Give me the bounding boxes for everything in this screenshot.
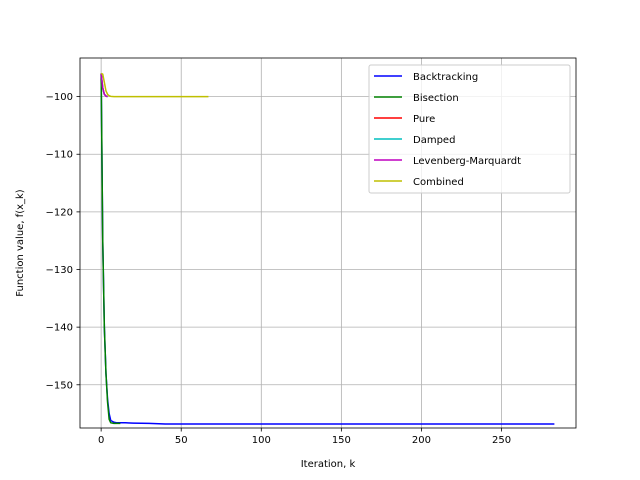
series-line-bisection	[100, 73, 121, 425]
y-tick-label: −110	[46, 150, 73, 161]
y-axis-label: Function value, f(x_k)	[15, 189, 26, 297]
legend-box	[368, 64, 571, 194]
x-tick-label: 0	[98, 435, 104, 446]
legend-entry-label: Backtracking	[413, 72, 478, 83]
series-lines	[100, 72, 555, 425]
x-tick-label: 200	[412, 435, 431, 446]
x-tick-label: 150	[332, 435, 351, 446]
legend-entry-label: Combined	[413, 177, 464, 188]
x-axis-label: Iteration, k	[301, 459, 356, 470]
y-tick-label: −120	[46, 207, 73, 218]
legend-entry-label: Pure	[413, 114, 435, 125]
y-tick-label: −150	[46, 380, 73, 391]
legend-entry-label: Levenberg-Marquardt	[413, 156, 521, 167]
x-tick-label: 50	[175, 435, 188, 446]
legend: Backtracking Bisection Pure Damped Levenberg…	[368, 64, 571, 194]
legend-entry-label: Damped	[413, 135, 455, 146]
series-line-combined	[100, 72, 209, 98]
series-line-levenberg-marquardt	[100, 73, 108, 98]
x-tick-label: 100	[252, 435, 271, 446]
y-tick-label: −100	[46, 92, 73, 103]
y-tick-label: −130	[46, 265, 73, 276]
axis-ticks: 0 50 100 150 200 250 −150 −140 −130 −120 −110 −100	[46, 92, 512, 446]
y-tick-label: −140	[46, 323, 73, 334]
plot-frame	[79, 57, 577, 429]
legend-entry-label: Bisection	[413, 93, 459, 104]
x-tick-label: 250	[492, 435, 511, 446]
